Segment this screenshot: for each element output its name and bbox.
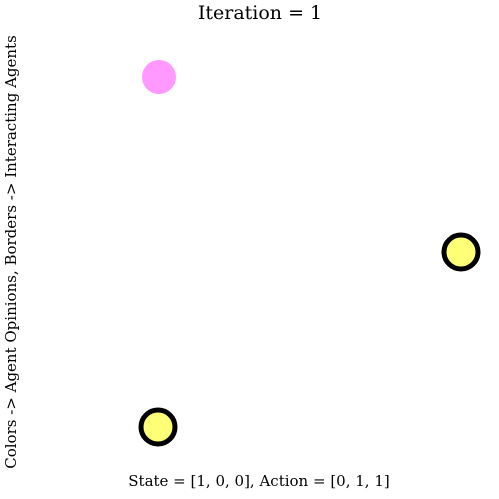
y-axis-label: Colors -> Agent Opinions, Borders -> Int… bbox=[2, 35, 20, 469]
x-axis-label: State = [1, 0, 0], Action = [0, 1, 1] bbox=[128, 472, 389, 490]
agent-3-node bbox=[138, 407, 178, 447]
agent-1-node bbox=[142, 60, 176, 94]
agent-2-node bbox=[441, 232, 481, 272]
agents-layer bbox=[138, 60, 481, 447]
figure-title: Iteration = 1 bbox=[198, 2, 322, 24]
